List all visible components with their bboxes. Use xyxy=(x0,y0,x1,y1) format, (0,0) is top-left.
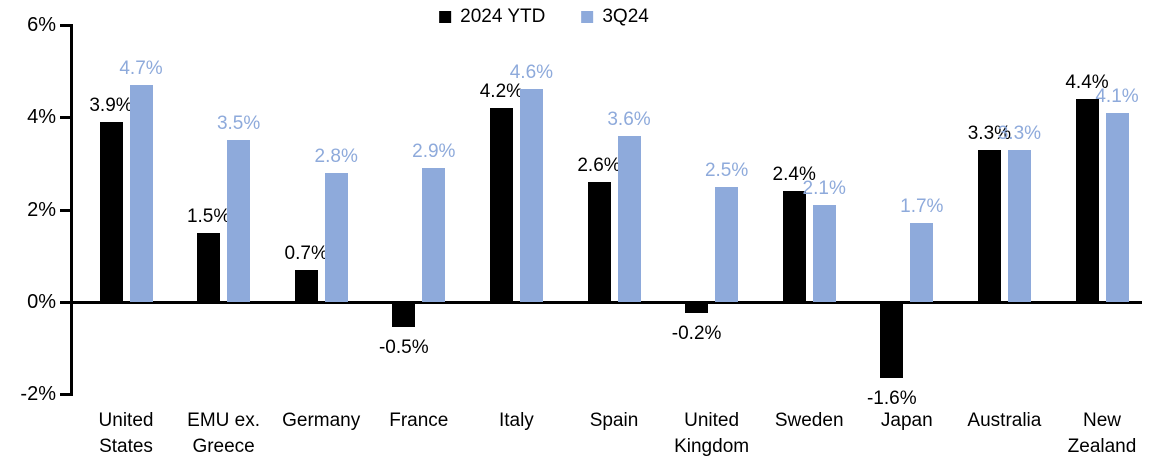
data-label-2024-ytd-spain: 2.6% xyxy=(577,154,621,176)
bar-2024-ytd-france xyxy=(392,304,416,328)
bar-2024-ytd-emu-ex-greece xyxy=(197,232,221,302)
category-label-spain: Spain xyxy=(589,410,639,431)
bar-3q24-united-states xyxy=(129,84,153,302)
data-label-3q24-italy: 4.6% xyxy=(509,62,554,84)
data-label-2024-ytd-france: -0.5% xyxy=(378,337,429,359)
y-axis-tick-label: 0% xyxy=(27,291,56,313)
bar-2024-ytd-spain xyxy=(587,181,611,302)
y-axis-tick xyxy=(60,208,73,212)
category-label-germany: Germany xyxy=(282,410,361,431)
y-axis-tick-label: 6% xyxy=(27,13,56,36)
y-axis-tick xyxy=(60,301,73,304)
data-label-2024-ytd-sweden: 2.4% xyxy=(772,164,816,186)
category-label-united-states: United States xyxy=(98,410,154,458)
bar-3q24-united-kingdom xyxy=(715,186,739,302)
y-axis-tick-label: -2% xyxy=(20,383,56,406)
category-label-sweden: Sweden xyxy=(774,410,844,431)
data-label-3q24-japan: 1.7% xyxy=(900,196,944,218)
category-label-italy: Italy xyxy=(498,410,534,431)
data-label-3q24-france: 2.9% xyxy=(412,141,456,163)
bar-2024-ytd-united-kingdom xyxy=(685,304,709,314)
bar-3q24-italy xyxy=(519,89,543,302)
data-label-2024-ytd-united-states: 3.9% xyxy=(89,94,133,116)
y-axis-tick xyxy=(60,393,73,397)
y-axis-tick xyxy=(60,23,73,27)
bar-2024-ytd-germany xyxy=(294,269,318,302)
y-axis-tick-label: 4% xyxy=(27,106,56,129)
legend-swatch-2024-ytd-icon xyxy=(439,11,452,23)
bar-3q24-france xyxy=(422,168,446,302)
y-axis-tick xyxy=(60,116,73,120)
bar-2024-ytd-sweden xyxy=(782,191,806,302)
category-label-new-zealand: New Zealand xyxy=(1067,410,1137,458)
bar-3q24-new-zealand xyxy=(1105,112,1129,302)
chart-legend: 2024 YTD 3Q24 xyxy=(439,6,649,28)
data-label-3q24-spain: 3.6% xyxy=(607,108,651,130)
data-label-3q24-emu-ex-greece: 3.5% xyxy=(216,113,261,135)
data-label-3q24-united-kingdom: 2.5% xyxy=(704,159,749,181)
data-label-3q24-australia: 3.3% xyxy=(997,122,1042,144)
category-label-emu-ex-greece: EMU ex. Greece xyxy=(187,410,261,458)
bar-2024-ytd-japan xyxy=(880,304,904,378)
category-label-australia: Australia xyxy=(967,410,1042,431)
data-label-2024-ytd-new-zealand: 4.4% xyxy=(1065,71,1109,93)
data-label-3q24-germany: 2.8% xyxy=(314,145,358,167)
category-label-france: France xyxy=(389,410,449,431)
data-label-2024-ytd-germany: 0.7% xyxy=(284,242,328,264)
bar-2024-ytd-united-states xyxy=(99,121,123,302)
data-label-2024-ytd-japan: -1.6% xyxy=(866,387,917,409)
data-label-3q24-united-states: 4.7% xyxy=(119,57,163,79)
data-label-2024-ytd-emu-ex-greece: 1.5% xyxy=(186,205,231,227)
data-label-2024-ytd-australia: 3.3% xyxy=(967,122,1012,144)
bar-2024-ytd-australia xyxy=(977,149,1001,302)
bar-3q24-sweden xyxy=(812,204,836,302)
x-axis-line xyxy=(70,301,1142,304)
category-label-japan: Japan xyxy=(880,410,933,431)
data-label-2024-ytd-united-kingdom: -0.2% xyxy=(671,323,722,345)
legend-item-2024-ytd: 2024 YTD xyxy=(439,6,545,28)
bar-3q24-australia xyxy=(1007,149,1031,302)
legend-label-2024-ytd: 2024 YTD xyxy=(460,6,546,27)
legend-item-3q24: 3Q24 xyxy=(581,6,649,28)
bar-3q24-emu-ex-greece xyxy=(227,140,251,302)
category-label-united-kingdom: United Kingdom xyxy=(674,410,750,458)
data-label-2024-ytd-italy: 4.2% xyxy=(479,80,524,102)
legend-swatch-3q24-icon xyxy=(581,11,594,23)
bar-2024-ytd-italy xyxy=(489,107,513,302)
data-label-3q24-new-zealand: 4.1% xyxy=(1095,85,1139,107)
bar-3q24-germany xyxy=(324,172,348,302)
bar-3q24-spain xyxy=(617,135,641,302)
bar-3q24-japan xyxy=(910,223,934,302)
bar-2024-ytd-new-zealand xyxy=(1075,98,1099,302)
y-axis-tick-label: 2% xyxy=(27,198,56,221)
data-label-3q24-sweden: 2.1% xyxy=(802,177,846,199)
legend-label-3q24: 3Q24 xyxy=(602,6,649,27)
